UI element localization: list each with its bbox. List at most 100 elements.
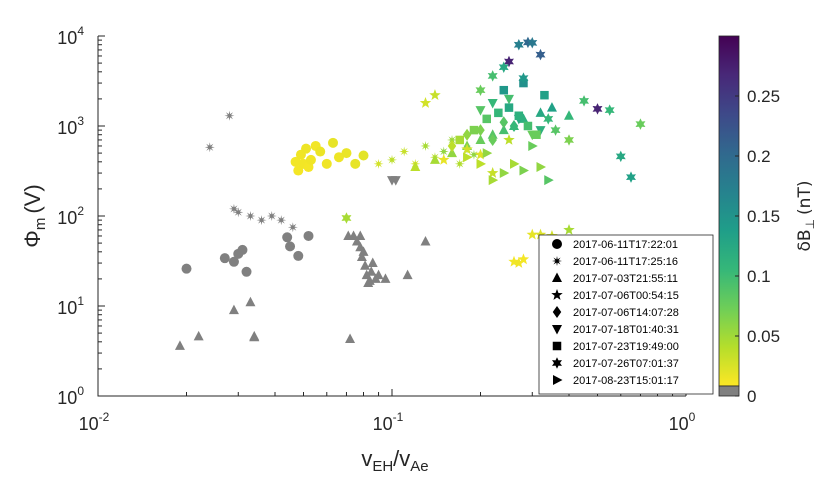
legend-marker-circle xyxy=(552,239,562,249)
data-point xyxy=(499,116,509,129)
data-point xyxy=(245,296,256,307)
series-triangle-right xyxy=(463,140,554,186)
colorbar-tick-label: 0.1 xyxy=(747,267,771,286)
colorbar-title-base: δB xyxy=(795,229,815,251)
data-point xyxy=(488,133,497,146)
data-point xyxy=(328,137,339,148)
data-point xyxy=(482,148,493,159)
data-point xyxy=(373,158,384,169)
data-point xyxy=(487,70,498,82)
legend-label: 2017-07-03T21:55:11 xyxy=(573,273,678,285)
data-point xyxy=(488,175,499,186)
y-tick-label: 104 xyxy=(57,24,84,48)
data-point xyxy=(476,124,485,137)
data-point xyxy=(293,250,304,261)
x-tick-label: 100 xyxy=(669,410,696,434)
data-point xyxy=(564,134,574,146)
data-point xyxy=(498,61,509,73)
data-point xyxy=(534,228,547,240)
data-point xyxy=(536,162,547,173)
data-point xyxy=(546,102,557,112)
legend-marker-square xyxy=(552,341,562,351)
data-point xyxy=(358,246,369,256)
data-point xyxy=(387,154,397,165)
colorbar-title-unit: (nT) xyxy=(795,181,815,215)
data-point xyxy=(563,223,575,235)
data-point xyxy=(447,134,458,145)
legend-label: 2017-07-06T14:07:28 xyxy=(573,307,679,319)
legend-label: 2017-06-11T17:25:16 xyxy=(573,256,678,268)
data-point xyxy=(345,333,356,343)
data-point xyxy=(463,152,473,163)
data-point xyxy=(241,266,252,277)
legend-marker-star5 xyxy=(551,289,563,300)
data-point xyxy=(532,130,541,139)
data-point xyxy=(475,84,486,96)
legend: 2017-06-11T17:22:01 2017-06-11T17:25:16 20… xyxy=(538,234,714,395)
data-point xyxy=(461,143,473,155)
data-point xyxy=(494,108,503,118)
data-point xyxy=(519,165,529,176)
legend-label: 2017-07-23T19:49:00 xyxy=(573,341,679,353)
data-point xyxy=(341,148,352,159)
y-axis-ticks: 100 101 102 103 104 xyxy=(57,24,105,408)
y-tick-label: 100 xyxy=(57,384,84,408)
colorbar-tick-label: 0 xyxy=(747,387,756,406)
data-point xyxy=(420,140,431,151)
legend-entry: 2017-07-06T00:54:15 xyxy=(551,289,679,302)
data-point xyxy=(380,273,391,283)
x-tick-label: 10-2 xyxy=(79,410,110,434)
legend-entry: 2017-07-06T14:07:28 xyxy=(552,306,679,319)
data-point xyxy=(455,135,465,145)
data-point xyxy=(522,36,533,49)
data-point xyxy=(290,156,301,167)
data-points xyxy=(174,36,646,350)
data-point xyxy=(228,256,239,267)
legend-marker-triangle-up xyxy=(552,272,562,282)
data-point xyxy=(373,269,384,280)
data-point xyxy=(504,103,514,112)
data-point xyxy=(503,133,515,145)
colorbar-ticks: 0 0.05 0.1 0.15 0.2 0.25 xyxy=(735,87,780,406)
data-point xyxy=(333,152,344,163)
legend-marker-diamond xyxy=(552,306,562,318)
data-point xyxy=(527,37,538,49)
data-point xyxy=(410,161,421,172)
data-point xyxy=(303,230,314,241)
data-point xyxy=(366,266,377,276)
x-axis-title: vEH/vAe xyxy=(361,446,428,475)
data-point xyxy=(219,253,230,264)
data-point xyxy=(498,124,509,135)
legend-entry: 2017-07-23T19:49:00 xyxy=(552,341,679,353)
colorbar-gradient xyxy=(718,35,740,387)
x-tick-label: 10-1 xyxy=(373,410,404,434)
x-title-sub: EH xyxy=(372,458,393,475)
data-point xyxy=(469,125,479,135)
data-point xyxy=(402,269,413,280)
data-point xyxy=(482,114,491,124)
y-tick-label: 101 xyxy=(57,294,84,318)
data-point xyxy=(475,134,486,144)
data-point xyxy=(390,176,401,186)
data-point xyxy=(245,211,256,221)
data-point xyxy=(543,113,554,125)
data-point xyxy=(504,55,514,68)
legend-entry: 2017-07-26T07:01:37 xyxy=(552,357,679,370)
data-point xyxy=(438,153,450,165)
data-point xyxy=(181,263,192,274)
data-point xyxy=(321,158,332,169)
data-point xyxy=(193,330,204,341)
data-point xyxy=(350,158,361,169)
data-point xyxy=(523,121,533,131)
legend-entry: 2017-07-03T21:55:11 xyxy=(552,272,678,285)
data-point xyxy=(517,253,530,265)
data-point xyxy=(540,90,549,100)
legend-box xyxy=(538,234,714,395)
data-point xyxy=(233,207,244,218)
data-point xyxy=(474,148,487,160)
data-point xyxy=(358,150,369,161)
data-point xyxy=(486,167,499,178)
data-point xyxy=(256,215,267,226)
data-point xyxy=(518,72,529,84)
data-point xyxy=(447,139,457,152)
